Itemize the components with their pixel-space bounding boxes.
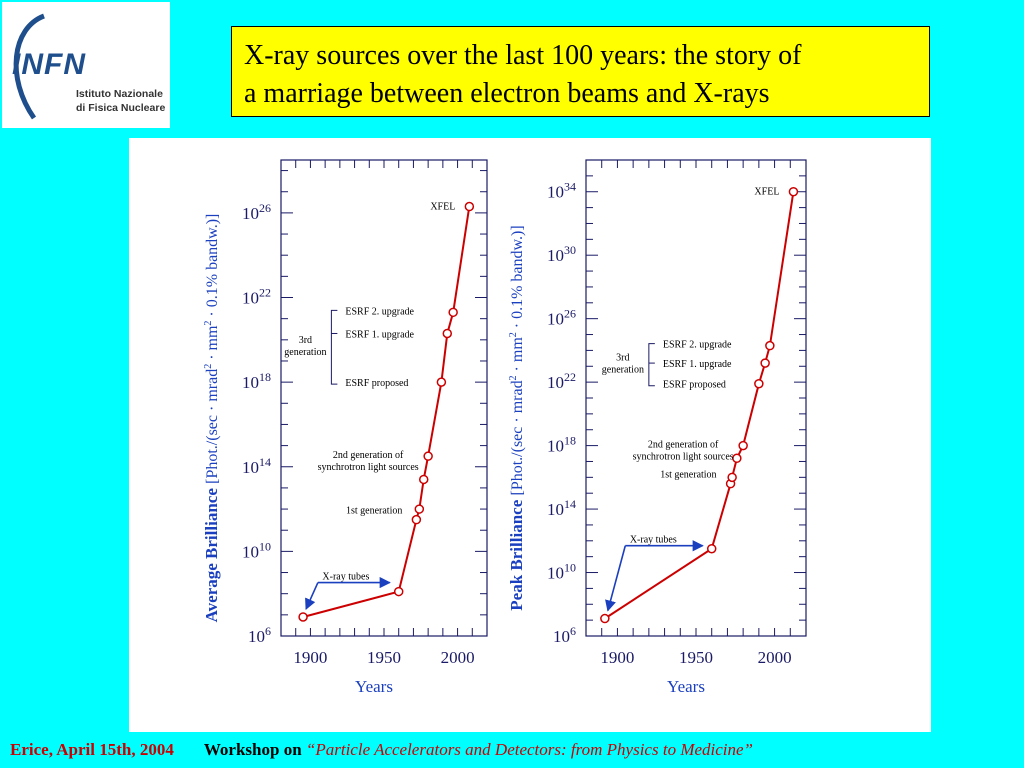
- peak-data-point: [765, 340, 775, 351]
- avg-chart: 1900 1950 2000 106 1010 1014 1018 1022 1026 Years…: [202, 159, 488, 696]
- peak-ytick-label: 1030: [547, 243, 576, 265]
- avg-xray-arrow-left: [305, 582, 319, 610]
- avg-annot-esrf2: ESRF 2. upgrade: [345, 306, 414, 317]
- peak-annot-esrf0: ESRF proposed: [663, 380, 726, 391]
- avg-data-point: [411, 514, 422, 525]
- peak-xtick-label: 1900: [600, 648, 634, 667]
- avg-annot-3rd-gen: generation: [284, 347, 326, 358]
- peak-data-point: [706, 543, 717, 554]
- peak-annot-3rd-gen: generation: [602, 365, 644, 376]
- footer-workshop-title: “Particle Accelerators and Detectors: fr…: [305, 740, 754, 759]
- peak-data-point: [760, 358, 770, 368]
- slide-title: X-ray sources over the last 100 years: t…: [231, 26, 930, 117]
- peak-ytick-label: 106: [553, 624, 576, 646]
- avg-data-point: [393, 586, 404, 597]
- peak-ytick-label: 1026: [547, 307, 576, 329]
- chart-area: 1900 1950 2000 106 1010 1014 1018 1022 1026 Years…: [202, 159, 807, 696]
- peak-annot-xray-tubes: X-ray tubes: [630, 535, 677, 546]
- avg-data-point: [448, 307, 458, 318]
- avg-annot-3rd: 3rd: [299, 335, 312, 346]
- peak-data-point: [732, 453, 742, 464]
- avg-data-point: [298, 612, 308, 622]
- avg-data-point: [464, 201, 475, 212]
- footer-location-date: Erice, April 15th, 2004: [10, 740, 174, 759]
- avg-data-point: [442, 328, 453, 339]
- title-line-1: X-ray sources over the last 100 years: t…: [244, 40, 802, 71]
- peak-chart: 1900 1950 2000 106 1010 1014 1018 1022 1026 1030 1…: [507, 159, 807, 696]
- avg-xlabel: Years: [355, 677, 393, 696]
- peak-data-point: [600, 613, 610, 624]
- peak-data-point: [738, 440, 748, 451]
- peak-annot-2nd-sync: synchrotron light sources: [633, 452, 734, 463]
- avg-ytick-label: 106: [248, 624, 271, 646]
- avg-annot-2nd: 2nd generation of: [333, 450, 404, 461]
- avg-annot-xray-tubes: X-ray tubes: [322, 572, 369, 583]
- peak-annot-xfel: XFEL: [754, 187, 779, 198]
- peak-xlabel: Years: [667, 677, 705, 696]
- peak-annot-1st: 1st generation: [660, 470, 716, 481]
- avg-annot-esrf0: ESRF proposed: [345, 378, 408, 389]
- peak-data-point: [788, 186, 799, 197]
- avg-xtick-label: 1900: [293, 648, 327, 667]
- avg-ytick-label: 1014: [242, 455, 271, 477]
- infn-logo: INFN Istituto Nazionale di Fisica Nuclea…: [2, 2, 170, 128]
- peak-annot-2nd: 2nd generation of: [648, 440, 719, 451]
- avg-data-point: [414, 504, 425, 514]
- avg-ytick-label: 1018: [242, 370, 271, 392]
- avg-xtick-label: 1950: [367, 648, 401, 667]
- avg-xtick-label: 2000: [441, 648, 475, 667]
- peak-data-point: [727, 472, 737, 483]
- footer-workshop-prefix: Workshop on: [203, 740, 302, 759]
- peak-ytick-label: 1022: [547, 370, 576, 392]
- avg-annot-1st: 1st generation: [346, 506, 402, 517]
- avg-series-line: [302, 206, 471, 618]
- peak-ytick-label: 1014: [547, 497, 576, 519]
- avg-data-point: [436, 377, 447, 387]
- avg-esrf-bracket: [330, 309, 338, 385]
- avg-ytick-label: 1010: [242, 539, 271, 561]
- peak-plot-frame: [585, 159, 807, 637]
- title-line-2: a marriage between electron beams and X-…: [244, 78, 770, 109]
- avg-annot-esrf1: ESRF 1. upgrade: [345, 329, 414, 340]
- peak-esrf-bracket: [648, 343, 655, 387]
- logo-line-2: di Fisica Nucleare: [76, 102, 166, 114]
- logo-acronym: INFN: [12, 48, 86, 81]
- footer: Erice, April 15th, 2004 Workshop on “Part…: [10, 740, 753, 760]
- avg-ylabel: Average Brilliance [Phot./(sec · mrad2 ·…: [202, 214, 221, 623]
- logo-arc-icon: [13, 13, 46, 120]
- peak-ytick-label: 1010: [547, 561, 576, 583]
- peak-ytick-label: 1034: [547, 180, 576, 202]
- peak-xtick-label: 1950: [679, 648, 713, 667]
- peak-annot-esrf2: ESRF 2. upgrade: [663, 340, 732, 351]
- avg-ytick-label: 1022: [242, 286, 271, 308]
- logo-line-1: Istituto Nazionale: [76, 88, 163, 100]
- peak-ylabel: Peak Brilliance [Phot./(sec · mrad2 · mm…: [507, 225, 526, 610]
- peak-xray-arrow-left: [605, 545, 627, 612]
- peak-data-point: [754, 378, 764, 389]
- peak-xtick-label: 2000: [758, 648, 792, 667]
- avg-annot-2nd-sync: synchrotron light sources: [318, 462, 419, 473]
- peak-ytick-label: 1018: [547, 434, 576, 456]
- avg-data-point: [423, 451, 433, 461]
- peak-annot-3rd: 3rd: [616, 353, 629, 364]
- chart-panel: 1900 1950 2000 106 1010 1014 1018 1022 1026 Years…: [129, 138, 931, 732]
- peak-annot-esrf1: ESRF 1. upgrade: [663, 359, 732, 370]
- avg-plot-frame: [280, 159, 488, 637]
- avg-data-point: [418, 474, 429, 485]
- avg-ytick-label: 1026: [242, 201, 271, 223]
- avg-annot-xfel: XFEL: [430, 202, 455, 213]
- peak-series-line: [604, 191, 795, 620]
